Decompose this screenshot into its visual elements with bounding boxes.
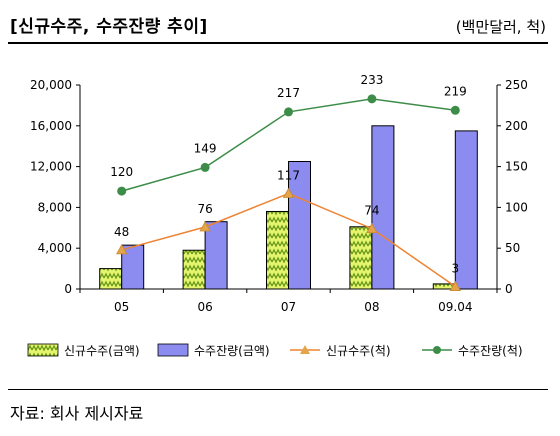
marker-new-order-count <box>366 222 378 234</box>
y-right-tick-label: 50 <box>505 241 520 255</box>
y-left-tick-label: 16,000 <box>30 119 72 133</box>
legend-label: 신규수주(척) <box>326 344 391 358</box>
x-tick-label: 05 <box>114 300 129 314</box>
bar-backlog-amount <box>121 244 145 290</box>
y-left-tick-label: 8,000 <box>38 200 72 214</box>
y-left-tick-label: 12,000 <box>30 160 72 174</box>
marker-new-order-count <box>116 244 128 255</box>
y-right-tick-label: 150 <box>505 160 528 174</box>
bar-backlog-amount <box>288 161 311 290</box>
data-label-backlog-count: 149 <box>194 141 217 155</box>
chart-title: [신규수주, 수주잔량 추이] <box>10 17 208 37</box>
data-label-new-order-count: 76 <box>197 202 212 216</box>
unit-label: (백만달러, 척) <box>455 18 546 36</box>
data-label-backlog-count: 219 <box>444 84 467 98</box>
data-label-backlog-count: 217 <box>277 86 300 100</box>
legend-marker-new-order-count <box>300 345 310 354</box>
bar-backlog-amount <box>454 130 478 290</box>
data-label-new-order-count: 3 <box>451 262 459 276</box>
legend-label: 수주잔량(금액) <box>194 344 270 358</box>
y-right-tick-label: 0 <box>505 282 513 296</box>
legend-label: 신규수주(금액) <box>64 344 140 358</box>
x-tick-label: 07 <box>281 300 296 314</box>
data-label-backlog-count: 233 <box>360 73 383 87</box>
marker-new-order-count <box>449 280 461 291</box>
bar-new-order-amount <box>349 226 373 290</box>
legend-marker-backlog-count <box>433 346 441 354</box>
marker-new-order-count <box>199 221 211 232</box>
bar-new-order-amount <box>182 249 206 290</box>
marker-backlog-count <box>367 94 377 104</box>
y-right-tick-label: 250 <box>505 78 528 92</box>
y-left-tick-label: 20,000 <box>30 78 72 92</box>
bar-backlog-amount <box>204 221 228 290</box>
y-right-tick-label: 200 <box>505 119 528 133</box>
marker-backlog-count <box>450 105 460 115</box>
marker-backlog-count <box>117 186 127 196</box>
data-label-backlog-count: 120 <box>110 165 133 179</box>
bar-new-order-amount <box>99 268 123 290</box>
x-tick-label: 09.04 <box>438 300 472 314</box>
source-note: 자료: 회사 제시자료 <box>10 404 144 423</box>
legend-swatch-backlog-amount <box>157 343 189 357</box>
marker-new-order-count <box>282 187 295 198</box>
bar-new-order-amount <box>266 210 289 290</box>
x-tick-label: 08 <box>364 300 379 314</box>
legend-label: 수주잔량(척) <box>458 344 523 358</box>
y-left-tick-label: 0 <box>64 282 72 296</box>
marker-backlog-count <box>284 107 293 117</box>
marker-backlog-count <box>200 162 210 172</box>
data-label-new-order-count: 74 <box>364 204 379 218</box>
x-tick-label: 06 <box>197 300 212 314</box>
title-divider <box>8 42 548 44</box>
y-left-tick-label: 4,000 <box>38 241 72 255</box>
data-label-new-order-count: 117 <box>277 169 300 183</box>
source-divider <box>8 389 548 390</box>
data-label-new-order-count: 48 <box>114 225 129 239</box>
legend-swatch-new-order-amount <box>27 343 59 357</box>
bar-backlog-amount <box>371 125 395 290</box>
y-right-tick-label: 100 <box>505 200 528 214</box>
